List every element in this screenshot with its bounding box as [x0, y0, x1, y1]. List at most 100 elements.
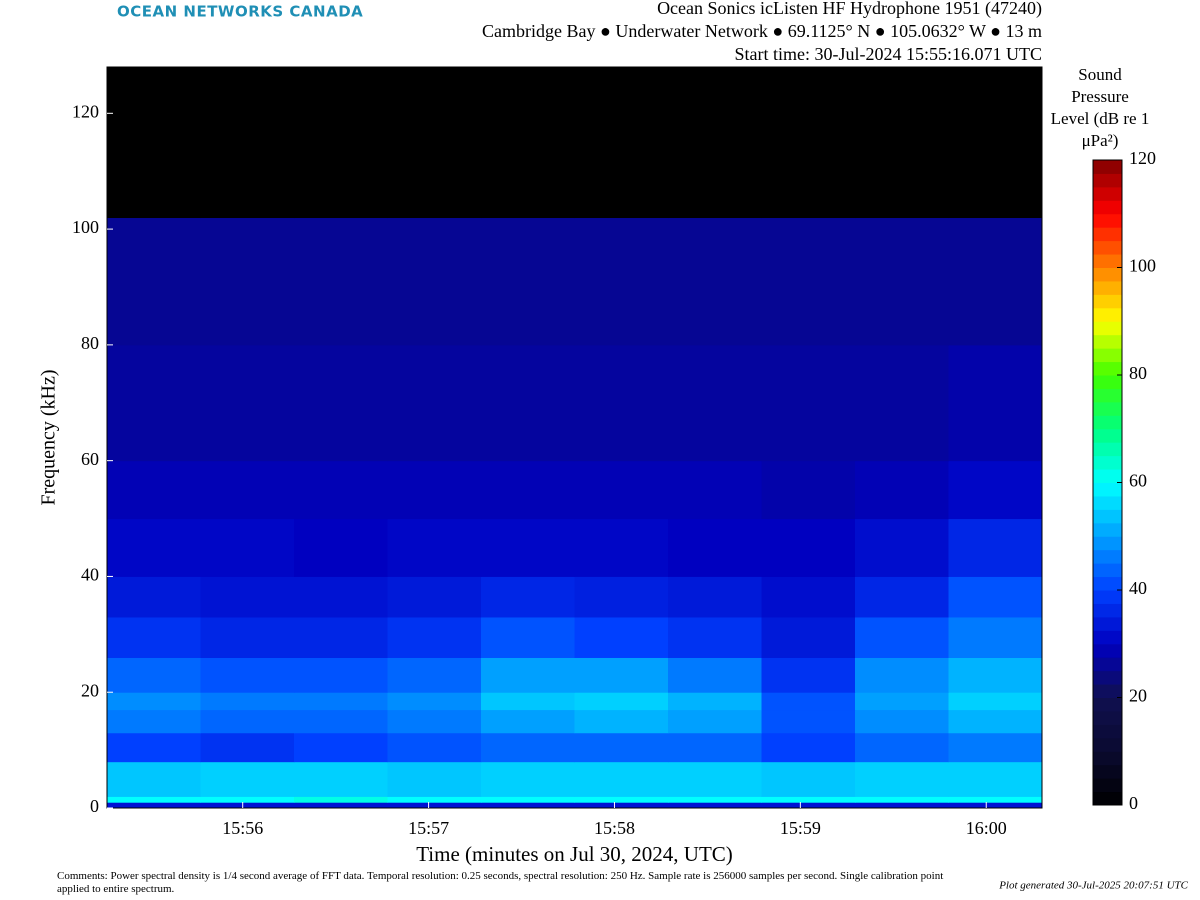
spectrogram-cell — [387, 460, 482, 520]
comments-text: Comments: Power spectral density is 1/4 … — [57, 870, 944, 895]
spectrogram-cell — [387, 802, 482, 809]
spectrogram-cell — [574, 732, 669, 763]
spectrogram-cell — [668, 802, 762, 809]
spectrogram-cell — [387, 657, 482, 693]
spectrogram-cell — [761, 518, 856, 577]
spectrogram-cell — [668, 67, 762, 219]
spectrogram-cell — [855, 217, 949, 346]
spectrogram-cell — [294, 732, 388, 763]
spectrogram-cell — [294, 344, 388, 462]
colorbar-swatch — [1093, 160, 1122, 174]
spectrogram-cell — [574, 576, 669, 618]
colorbar-swatch — [1093, 227, 1122, 242]
spectrogram-cell — [855, 692, 949, 711]
colorbar-swatch — [1093, 630, 1122, 645]
spectrogram-cell — [294, 460, 388, 520]
brand-logo: OCEAN NETWORKS CANADA — [117, 3, 363, 21]
colorbar-swatch — [1093, 643, 1122, 658]
spectrogram-cell — [948, 67, 1043, 219]
colorbar-swatch — [1093, 603, 1122, 618]
spectrogram-cell — [481, 460, 575, 520]
colorbar-tick-label: 20 — [1129, 686, 1147, 706]
spectrogram-cell — [481, 709, 575, 734]
colorbar-tick-label: 100 — [1129, 256, 1156, 276]
spectrogram-cell — [294, 616, 388, 658]
spectrogram-cell — [294, 657, 388, 693]
x-tick-label: 16:00 — [966, 818, 1007, 838]
spectrogram-cell — [294, 67, 388, 219]
spectrogram-cell — [668, 692, 762, 711]
x-tick-label: 15:56 — [222, 818, 263, 838]
spectrogram-cell — [294, 518, 388, 577]
spectrogram-cell — [855, 518, 949, 577]
colorbar-swatch — [1093, 213, 1122, 228]
spectrogram-cell — [107, 518, 201, 577]
spectrogram-cell — [855, 657, 949, 693]
spectrogram-cell — [948, 217, 1043, 346]
spectrogram-cell — [668, 657, 762, 693]
spectrogram-cell — [855, 67, 949, 219]
spectrogram-cell — [948, 732, 1043, 763]
colorbar-swatch — [1093, 710, 1122, 725]
spectrogram-cell — [200, 67, 295, 219]
spectrogram-cell — [668, 344, 762, 462]
colorbar-swatch — [1093, 697, 1122, 712]
spectrogram-cell — [855, 460, 949, 520]
spectrogram-cell — [294, 692, 388, 711]
spectrogram-cell — [387, 732, 482, 763]
spectrogram-cell — [574, 217, 669, 346]
spectrogram-cell — [387, 709, 482, 734]
spectrogram-cell — [855, 761, 949, 797]
y-tick-label: 80 — [81, 333, 99, 353]
x-axis-label: Time (minutes on Jul 30, 2024, UTC) — [416, 842, 733, 866]
spectrogram-cell — [200, 796, 295, 803]
spectrogram-cell — [107, 802, 201, 809]
colorbar-swatch — [1093, 522, 1122, 537]
spectrogram-cell — [948, 344, 1043, 462]
spectrogram-cell — [948, 761, 1043, 797]
spectrogram-cell — [855, 344, 949, 462]
spectrogram-cell — [574, 616, 669, 658]
spectrogram-cell — [481, 518, 575, 577]
spectrogram-cell — [574, 692, 669, 711]
spectrogram-cell — [294, 709, 388, 734]
spectrogram-cell — [668, 518, 762, 577]
y-axis-label: Frequency (kHz) — [38, 369, 60, 505]
y-tick-label: 0 — [90, 796, 99, 816]
spectrogram-cell — [387, 217, 482, 346]
colorbar-swatch — [1093, 348, 1122, 363]
spectrogram-cell — [387, 344, 482, 462]
colorbar-swatch — [1093, 442, 1122, 457]
x-tick-label: 15:57 — [408, 818, 449, 838]
colorbar-tick-label: 80 — [1129, 363, 1147, 383]
colorbar-swatch — [1093, 536, 1122, 551]
colorbar-tick-label: 60 — [1129, 471, 1147, 491]
colorbar-swatch — [1093, 657, 1122, 672]
spectrogram-cell — [574, 796, 669, 803]
spectrogram-cell — [855, 616, 949, 658]
spectrogram-cell — [668, 796, 762, 803]
spectrogram-cell — [200, 576, 295, 618]
spectrogram-cell — [481, 732, 575, 763]
spectrogram-cell — [948, 709, 1043, 734]
y-tick-label: 40 — [81, 565, 99, 585]
spectrogram-cell — [948, 616, 1043, 658]
colorbar-swatch — [1093, 388, 1122, 403]
spectrogram-cell — [107, 761, 201, 797]
spectrogram-cell — [761, 657, 856, 693]
colorbar-label-text: Sound Pressure Level (dB re 1 μPa²) — [1050, 65, 1150, 150]
colorbar-swatch — [1093, 576, 1122, 591]
colorbar-swatch — [1093, 684, 1122, 698]
spectrogram-cell — [574, 518, 669, 577]
colorbar-swatch — [1093, 764, 1122, 779]
spectrogram-cell — [574, 761, 669, 797]
spectrogram-cell — [761, 802, 856, 809]
colorbar-tick-label: 0 — [1129, 793, 1138, 813]
spectrogram-cell — [948, 518, 1043, 577]
spectrogram-cell — [574, 460, 669, 520]
spectrogram-cell — [761, 344, 856, 462]
spectrogram-cell — [481, 802, 575, 809]
spectrogram-cell — [107, 796, 201, 803]
spectrogram-cell — [387, 761, 482, 797]
colorbar-swatch — [1093, 415, 1122, 430]
